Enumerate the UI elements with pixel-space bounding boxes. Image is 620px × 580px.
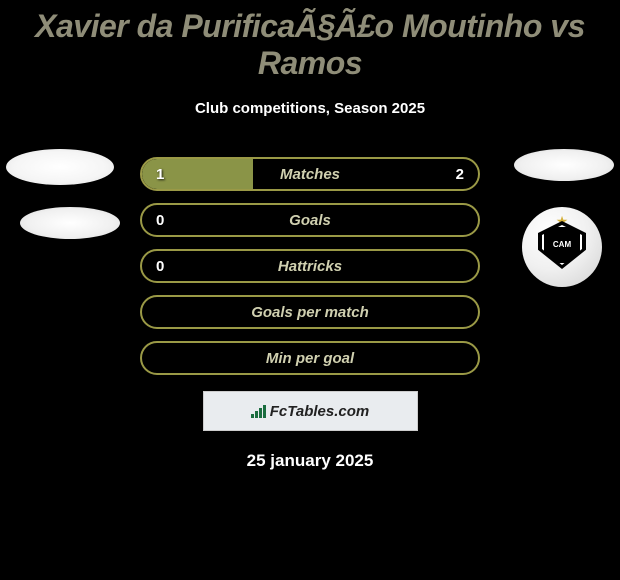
club-shield-label: CAM (553, 241, 571, 249)
stat-label: Matches (280, 166, 340, 183)
stat-value-left: 0 (156, 212, 164, 229)
stat-value-left: 1 (156, 166, 164, 183)
stats-container: ★ CAM 1 Matches 2 0 Goals 0 Hattricks Go… (0, 157, 620, 375)
stat-value-left: 0 (156, 258, 164, 275)
date-label: 25 january 2025 (0, 451, 620, 471)
footer-attribution: FcTables.com (203, 391, 418, 431)
subtitle: Club competitions, Season 2025 (0, 100, 620, 117)
right-club-badge: ★ CAM (522, 207, 602, 287)
page-title: Xavier da PurificaÃ§Ã£o Moutinho vs Ramo… (0, 0, 620, 82)
stat-row-hattricks: 0 Hattricks (140, 249, 480, 283)
left-player-badge-1 (6, 149, 114, 185)
stat-value-right: 2 (456, 166, 464, 183)
stat-row-min-per-goal: Min per goal (140, 341, 480, 375)
club-shield-icon: ★ CAM (538, 221, 586, 273)
right-player-badge-1 (514, 149, 614, 181)
stat-label: Hattricks (278, 258, 342, 275)
stat-row-goals: 0 Goals (140, 203, 480, 237)
footer-text: FcTables.com (270, 403, 369, 420)
stat-label: Goals (289, 212, 331, 229)
stat-label: Goals per match (251, 304, 369, 321)
bar-chart-icon (251, 404, 266, 418)
left-player-badge-2 (20, 207, 120, 239)
stat-label: Min per goal (266, 350, 354, 367)
stat-row-matches: 1 Matches 2 (140, 157, 480, 191)
stat-row-goals-per-match: Goals per match (140, 295, 480, 329)
